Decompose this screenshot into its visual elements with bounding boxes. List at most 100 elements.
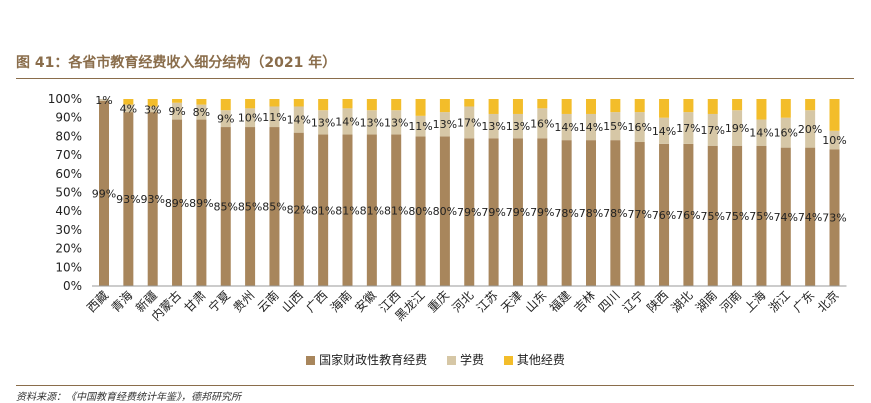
y-tick-label: 50%	[55, 186, 82, 200]
data-label-tuition: 3%	[144, 103, 161, 116]
data-label-gov: 85%	[262, 201, 286, 214]
bar-other	[488, 99, 499, 114]
bar-other	[683, 99, 694, 113]
bar-other	[537, 99, 548, 109]
bar-other	[586, 99, 596, 114]
data-label-tuition: 11%	[262, 111, 286, 124]
x-tick-label: 广东	[790, 288, 817, 315]
data-label-tuition: 15%	[603, 120, 627, 133]
bar-gov	[780, 147, 791, 286]
data-label-tuition: 8%	[193, 106, 210, 119]
data-label-gov: 81%	[384, 204, 408, 217]
y-tick-label: 80%	[55, 129, 82, 143]
x-tick-label: 浙江	[766, 288, 793, 315]
legend-label-other: 其他经费	[516, 353, 565, 367]
source-note: 资料来源：《中国教育经费统计年鉴》，德邦研究所	[16, 392, 241, 403]
y-tick-label: 70%	[55, 148, 82, 162]
bar-other	[172, 99, 183, 103]
data-label-gov: 75%	[749, 210, 773, 223]
bar-gov	[732, 145, 743, 286]
bar-gov	[561, 140, 572, 286]
bar-gov	[829, 149, 840, 286]
data-label-tuition: 14%	[335, 115, 359, 128]
data-label-gov: 89%	[165, 197, 189, 210]
bar-gov	[245, 127, 256, 286]
data-label-gov: 81%	[360, 204, 384, 217]
x-tick-label: 山东	[523, 288, 550, 315]
data-label-gov: 99%	[92, 187, 116, 200]
data-label-tuition: 13%	[384, 116, 408, 129]
bar-tuition	[99, 99, 109, 101]
data-label-tuition: 20%	[798, 123, 822, 136]
bar-tuition	[123, 104, 134, 113]
data-label-gov: 89%	[189, 197, 213, 210]
chart-title: 图 41：各省市教育经费收入细分结构（2021 年）	[16, 55, 337, 71]
legend-label-tuition: 学费	[459, 353, 484, 367]
x-tick-label: 广西	[303, 288, 330, 315]
x-tick-label: 四川	[596, 288, 623, 315]
bar-gov	[147, 112, 158, 286]
y-tick-label: 20%	[55, 242, 82, 256]
legend-label-gov: 国家财政性教育经费	[319, 353, 428, 367]
bar-tuition	[634, 112, 645, 143]
data-label-gov: 80%	[433, 205, 457, 218]
data-label-tuition: 10%	[238, 112, 262, 125]
bar-tuition	[512, 113, 523, 139]
bar-gov	[342, 134, 353, 286]
data-label-gov: 78%	[554, 207, 578, 220]
data-label-gov: 78%	[579, 207, 603, 220]
bar-gov	[99, 100, 109, 287]
bar-other	[756, 99, 767, 120]
title-underline	[16, 78, 854, 79]
bar-tuition	[196, 104, 207, 120]
data-label-tuition: 13%	[311, 116, 335, 129]
bar-other	[610, 99, 621, 113]
data-label-tuition: 16%	[530, 117, 554, 130]
bar-gov	[439, 136, 450, 286]
x-tick-label: 甘肃	[182, 288, 209, 315]
data-label-gov: 77%	[627, 208, 651, 221]
bar-tuition	[293, 106, 304, 133]
x-tick-label: 海南	[327, 288, 355, 316]
bar-other	[512, 99, 523, 114]
bar-tuition	[659, 117, 670, 144]
x-tick-label: 上海	[741, 288, 769, 316]
bar-other	[732, 99, 743, 111]
data-label-gov: 79%	[506, 206, 530, 219]
bar-gov	[196, 119, 207, 286]
bar-gov	[610, 140, 621, 286]
chart-legend: 国家财政性教育经费 学费 其他经费	[0, 351, 871, 368]
bar-tuition	[342, 108, 353, 135]
bar-gov	[464, 138, 475, 286]
x-tick-label: 陕西	[644, 288, 672, 316]
data-label-gov: 75%	[725, 210, 749, 223]
legend-item-tuition: 学费	[446, 351, 484, 368]
bar-other	[780, 99, 791, 118]
data-label-gov: 79%	[530, 206, 554, 219]
footer-rule	[16, 385, 854, 386]
bar-other	[318, 99, 329, 111]
data-label-gov: 73%	[822, 212, 846, 225]
x-tick-label: 湖南	[692, 288, 720, 316]
x-tick-label: 福建	[546, 288, 574, 316]
x-tick-label: 辽宁	[619, 288, 647, 316]
y-tick-label: 90%	[55, 111, 82, 125]
x-tick-label: 青海	[108, 288, 136, 316]
bar-tuition	[780, 117, 791, 148]
bar-tuition	[220, 110, 231, 128]
legend-item-other: 其他经费	[503, 351, 565, 368]
bar-other	[293, 99, 304, 107]
data-label-tuition: 17%	[676, 122, 700, 135]
bar-other	[464, 99, 475, 107]
legend-item-gov: 国家财政性教育经费	[306, 351, 427, 368]
data-label-tuition: 13%	[360, 116, 384, 129]
bar-gov	[805, 147, 816, 286]
bar-tuition	[147, 106, 158, 113]
bar-tuition	[829, 130, 840, 150]
bar-tuition	[683, 112, 694, 144]
x-tick-label: 吉林	[571, 288, 598, 315]
bar-gov	[683, 143, 694, 286]
bar-tuition	[366, 110, 377, 135]
data-label-tuition: 9%	[168, 105, 185, 118]
x-tick-label: 河南	[717, 288, 745, 316]
